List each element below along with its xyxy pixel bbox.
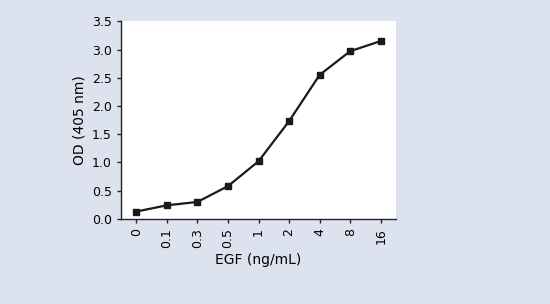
X-axis label: EGF (ng/mL): EGF (ng/mL) <box>216 254 301 268</box>
Y-axis label: OD (405 nm): OD (405 nm) <box>73 75 86 165</box>
